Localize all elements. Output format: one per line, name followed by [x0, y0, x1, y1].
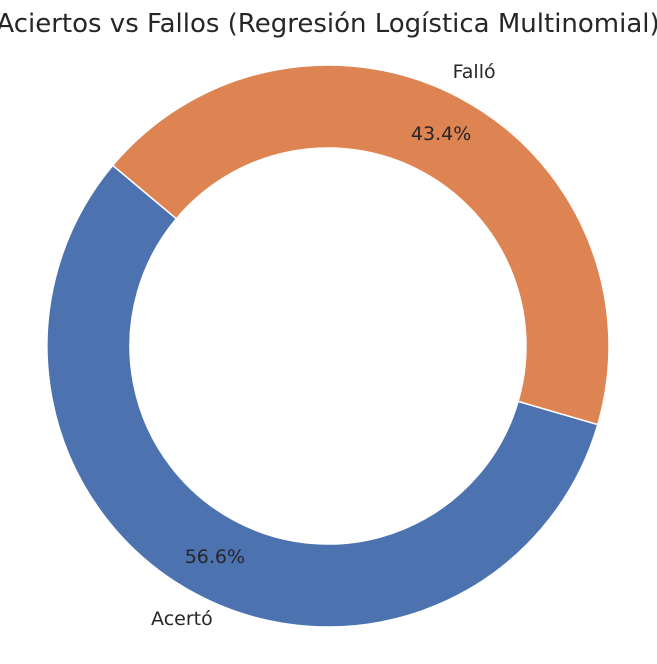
labels-group: Acertó 56.6% Falló 43.4% — [151, 61, 496, 630]
slice-fallo — [111, 64, 610, 426]
slices-group — [46, 64, 610, 628]
chart-title: Aciertos vs Fallos (Regresión Logística … — [0, 9, 657, 39]
percent-label-acerto: 56.6% — [185, 546, 245, 568]
slice-label-fallo: Falló — [453, 61, 496, 83]
percent-label-fallo: 43.4% — [411, 123, 471, 145]
slice-acerto — [46, 164, 599, 628]
slice-label-acerto: Acertó — [151, 608, 213, 630]
